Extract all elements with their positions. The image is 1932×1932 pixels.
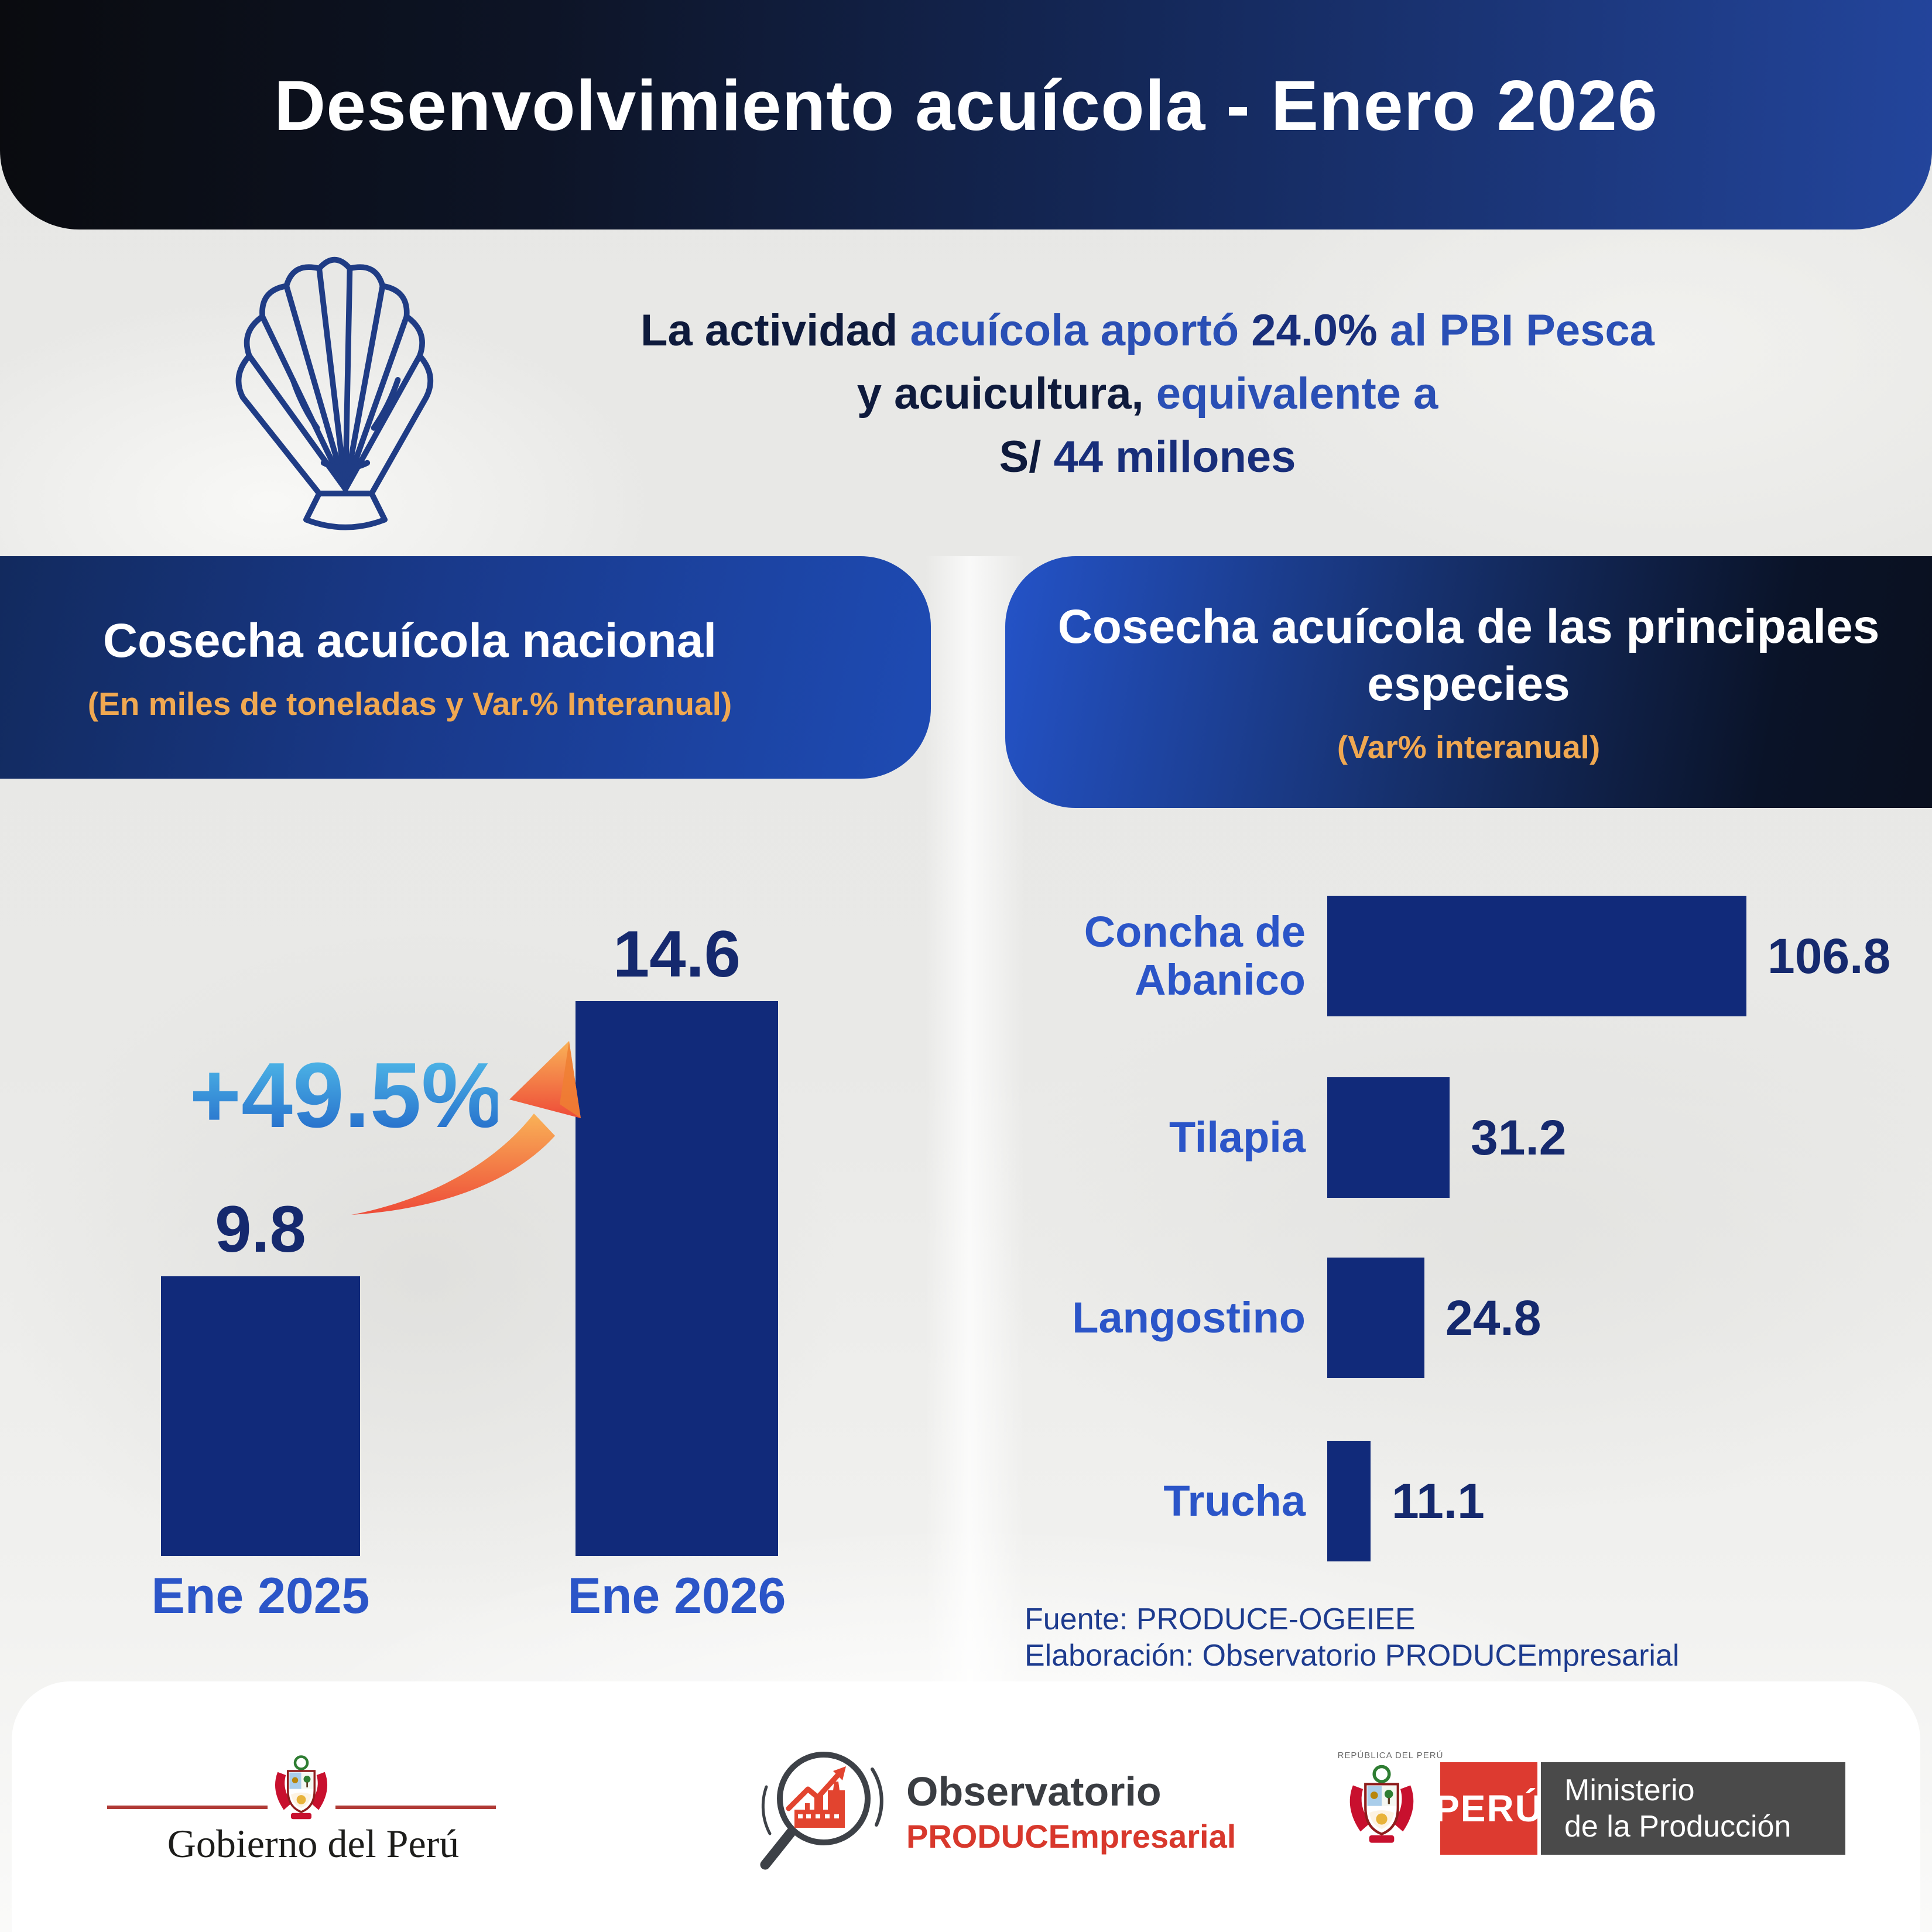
page-title: Desenvolvimiento acuícola - Enero 2026	[274, 66, 1658, 145]
species-bar-tilapia	[1327, 1077, 1450, 1198]
right-panel-title-line2: especies	[1367, 657, 1570, 711]
species-bar-value: 24.8	[1445, 1290, 1542, 1345]
intro-statement: La actividad acuícola aportó 24.0% al PB…	[486, 299, 1809, 489]
species-bar-value: 106.8	[1767, 928, 1891, 984]
republica-del-peru-label: REPÚBLICA DEL PERÚ	[1337, 1751, 1444, 1760]
species-bar-langostino	[1327, 1258, 1424, 1378]
gobierno-logo-line-left	[107, 1806, 268, 1809]
scallop-shell-icon	[235, 256, 434, 530]
national-bar-value: 14.6	[613, 917, 741, 991]
elaboration-line: Elaboración: Observatorio PRODUCEmpresar…	[1025, 1639, 1680, 1673]
header-banner: Desenvolvimiento acuícola - Enero 2026	[0, 0, 1932, 229]
intro-segment: acuícola aportó	[910, 306, 1252, 355]
species-bar-trucha	[1327, 1441, 1371, 1561]
source-line: Fuente: PRODUCE-OGEIEE	[1025, 1602, 1416, 1636]
intro-segment: y acuicultura,	[857, 369, 1156, 419]
left-panel-subtitle: (En miles de toneladas y Var.% Interanua…	[87, 686, 732, 722]
right-panel-title: Cosecha acuícola de las principales espe…	[1058, 598, 1880, 713]
peru-label: PERÚ	[1434, 1787, 1543, 1830]
species-label-concha-de-abanico: Concha de Abanico	[896, 896, 1306, 1016]
left-panel-title: Cosecha acuícola nacional	[102, 614, 717, 667]
national-bar-label: Ene 2025	[151, 1568, 370, 1624]
national-bar-ene-2026	[576, 1001, 778, 1556]
observatorio-label: Observatorio	[906, 1769, 1162, 1814]
gobierno-logo-line-right	[335, 1806, 496, 1809]
growth-annotation: +49.5%	[193, 1044, 498, 1147]
growth-arrow-icon	[351, 1041, 581, 1215]
ministerio-label-line1: Ministerio	[1564, 1773, 1695, 1807]
peru-coat-of-arms-icon	[275, 1755, 328, 1820]
species-label-tilapia: Tilapia	[896, 1077, 1306, 1198]
species-label-line: Concha de	[1084, 907, 1306, 956]
intro-segment: 44 millones	[1053, 432, 1296, 482]
intro-segment: S/	[999, 432, 1054, 482]
species-label-line: Tilapia	[1169, 1113, 1306, 1162]
national-bar-ene-2025	[161, 1276, 360, 1556]
species-label-line: Trucha	[1163, 1477, 1306, 1525]
species-label-trucha: Trucha	[896, 1441, 1306, 1561]
right-panel-title-line1: Cosecha acuícola de las principales	[1057, 600, 1880, 653]
right-panel-header: Cosecha acuícola de las principales espe…	[1005, 556, 1932, 808]
intro-segment: La actividad	[640, 306, 910, 355]
national-bar-value: 9.8	[215, 1193, 306, 1266]
producempresarial-label: PRODUCEmpresarial	[906, 1818, 1236, 1855]
right-panel-subtitle: (Var% interanual)	[1337, 729, 1601, 765]
species-label-line: Abanico	[1135, 955, 1306, 1004]
intro-line-2: y acuicultura, equivalente a	[486, 362, 1809, 426]
intro-segment: al PBI Pesca	[1377, 306, 1654, 355]
gobierno-label: Gobierno del Perú	[167, 1821, 460, 1866]
left-panel-header: Cosecha acuícola nacional (En miles de t…	[0, 556, 931, 779]
species-bar-value: 11.1	[1392, 1473, 1485, 1529]
ministerio-coat-of-arms-icon	[1349, 1765, 1414, 1843]
intro-segment: 24.0%	[1251, 306, 1378, 355]
species-bar-value: 31.2	[1471, 1109, 1567, 1165]
intro-line-1: La actividad acuícola aportó 24.0% al PB…	[486, 299, 1809, 362]
observatorio-magnifier-icon	[760, 1752, 883, 1870]
species-bar-concha-de-abanico	[1327, 896, 1746, 1016]
ministerio-box: Ministerio de la Producción	[1541, 1762, 1845, 1855]
growth-percentage-text: +49.5%	[193, 1044, 498, 1147]
ministerio-label-line2: de la Producción	[1564, 1810, 1791, 1844]
footer-bar: Gobierno del Perú Observatorio PRODUCEmp…	[12, 1681, 1920, 1932]
national-bar-label: Ene 2026	[567, 1568, 786, 1624]
peru-brand-box: PERÚ	[1434, 1762, 1542, 1855]
intro-segment: equivalente a	[1156, 369, 1438, 419]
intro-line-3: S/ 44 millones	[486, 426, 1809, 489]
species-label-line: Langostino	[1072, 1293, 1306, 1342]
species-label-langostino: Langostino	[896, 1258, 1306, 1378]
